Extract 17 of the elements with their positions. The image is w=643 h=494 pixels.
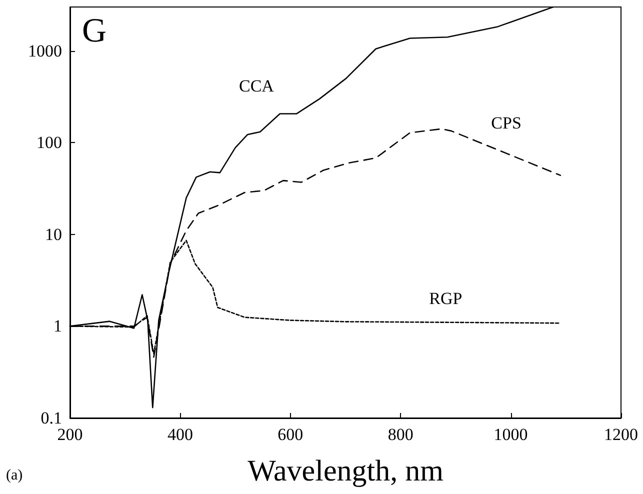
x-axis-title: Wavelength, nm	[248, 454, 444, 488]
y-tick-label: 1	[54, 316, 62, 336]
text: (a)	[6, 468, 23, 484]
x-tick-label: 200	[57, 425, 83, 444]
y-tick-label: 100	[36, 133, 62, 152]
series-label: CCA	[238, 76, 275, 96]
x-tick-label: 600	[278, 425, 304, 444]
x-tick-label: 1000	[494, 425, 528, 444]
y-tick-label: 10	[45, 224, 62, 244]
series-label: CPS	[491, 113, 522, 132]
y-tick-label: 0.1	[40, 408, 62, 428]
x-tick-label: 800	[388, 425, 414, 444]
series-label: RGP	[429, 288, 462, 308]
x-tick-label: 400	[167, 425, 193, 444]
y-tick-label: 1000	[28, 41, 62, 60]
annotation: G	[82, 12, 107, 50]
x-tick-label: 1200	[604, 425, 638, 444]
